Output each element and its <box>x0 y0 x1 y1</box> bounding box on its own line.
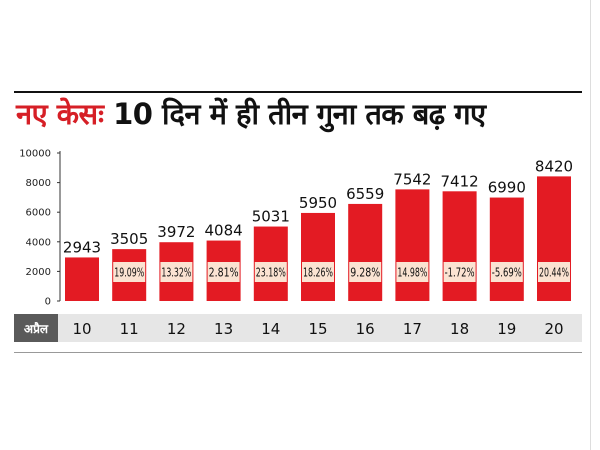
bar-19 <box>489 197 524 301</box>
value-label-11: 3505 <box>110 230 148 248</box>
bar-20 <box>537 176 571 301</box>
title-highlight: नए केसः <box>16 97 104 131</box>
value-label-14: 5031 <box>252 208 290 226</box>
value-label-15: 5950 <box>299 194 337 212</box>
bottom-rule <box>14 352 582 353</box>
y-tick-label: 2000 <box>26 267 51 278</box>
x-tick-label-12: 12 <box>167 320 186 338</box>
value-label-19: 6990 <box>488 179 526 197</box>
bar-17 <box>395 189 430 301</box>
pct-label-12: 13.32% <box>161 266 191 280</box>
pct-label-17: 14.98% <box>397 266 427 280</box>
bar-10 <box>65 257 99 301</box>
pct-box-18 <box>443 262 476 282</box>
value-label-17: 7542 <box>393 170 431 188</box>
value-label-20: 8420 <box>535 157 573 175</box>
pct-label-16: 9.28% <box>350 266 380 280</box>
bar-18 <box>442 191 477 301</box>
x-tick-label-20: 20 <box>544 320 563 338</box>
y-tick-label: 6000 <box>26 208 51 219</box>
frame-edge <box>590 0 591 450</box>
x-tick-label-14: 14 <box>261 320 280 338</box>
bar-15 <box>301 212 335 301</box>
x-tick-label-10: 10 <box>72 320 91 338</box>
value-label-16: 6559 <box>346 185 384 203</box>
x-tick-label-11: 11 <box>120 320 139 338</box>
x-tick-label-15: 15 <box>308 320 327 338</box>
x-tick-label-19: 19 <box>497 320 516 338</box>
pct-label-14: 23.18% <box>256 266 286 280</box>
pct-box-12 <box>160 262 193 282</box>
value-label-12: 3972 <box>157 223 195 241</box>
pct-box-15 <box>302 262 334 282</box>
pct-label-11: 19.09% <box>114 266 144 280</box>
pct-box-16 <box>349 262 382 282</box>
pct-box-14 <box>254 262 287 282</box>
x-tick-label-17: 17 <box>403 320 422 338</box>
x-axis-prefix-label: अप्रैल <box>24 322 49 336</box>
bar-16 <box>348 203 383 301</box>
value-label-13: 4084 <box>205 222 243 240</box>
x-axis-band <box>14 314 582 342</box>
y-tick-label: 0 <box>45 297 51 308</box>
pct-box-11 <box>113 262 146 282</box>
y-tick-label: 10000 <box>19 149 51 160</box>
pct-box-20 <box>538 262 570 282</box>
pct-label-15: 18.26% <box>303 266 333 280</box>
pct-box-19 <box>490 262 523 282</box>
pct-label-18: -1.72% <box>445 266 475 280</box>
title-rest: 10 दिन में ही तीन गुना तक बढ़ गए <box>103 97 486 131</box>
y-tick-label: 4000 <box>26 237 51 248</box>
top-rule <box>14 91 582 93</box>
chart-title: नए केसः 10 दिन में ही तीन गुना तक बढ़ गए <box>16 94 486 133</box>
x-tick-label-18: 18 <box>450 320 469 338</box>
x-axis-prefix-box <box>14 314 58 342</box>
pct-label-20: 20.44% <box>539 266 569 280</box>
pct-box-17 <box>396 262 429 282</box>
pct-box-13 <box>207 262 240 282</box>
y-tick-label: 8000 <box>26 178 51 189</box>
x-tick-label-16: 16 <box>356 320 375 338</box>
pct-label-13: 2.81% <box>209 266 239 280</box>
x-tick-label-13: 13 <box>214 320 233 338</box>
value-label-10: 2943 <box>63 238 101 256</box>
pct-label-19: -5.69% <box>492 266 522 280</box>
value-label-18: 7412 <box>441 172 479 190</box>
